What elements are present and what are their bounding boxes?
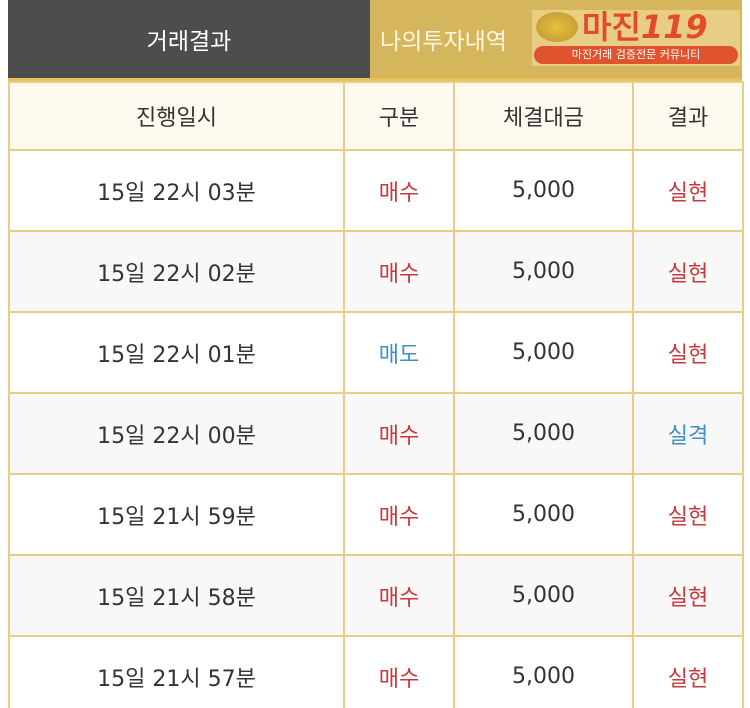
- table-row: 15일 22시 02분 매수 5,000 실현: [8, 230, 744, 313]
- cell-datetime: 15일 22시 01분: [8, 311, 345, 394]
- cell-type: 매수: [343, 149, 455, 232]
- cell-result: 실격: [632, 392, 744, 475]
- cell-amount: 5,000: [453, 230, 634, 313]
- cell-type: 매수: [343, 473, 455, 556]
- trade-results-table: 진행일시 구분 체결대금 결과 15일 22시 03분 매수 5,000 실현 15일 …: [8, 81, 744, 708]
- cell-amount: 5,000: [453, 554, 634, 637]
- cell-amount: 5,000: [453, 311, 634, 394]
- tab-trade-results[interactable]: 거래결과: [8, 0, 370, 78]
- cell-datetime: 15일 21시 58분: [8, 554, 345, 637]
- cell-type: 매수: [343, 635, 455, 708]
- table-row: 15일 22시 01분 매도 5,000 실현: [8, 311, 744, 394]
- table-row: 15일 21시 58분 매수 5,000 실현: [8, 554, 744, 637]
- cell-result: 실현: [632, 554, 744, 637]
- cell-amount: 5,000: [453, 149, 634, 232]
- cell-result: 실현: [632, 311, 744, 394]
- tab-underline: [8, 78, 742, 81]
- table-row: 15일 22시 00분 매수 5,000 실격: [8, 392, 744, 475]
- watermark-title: 마진119: [582, 8, 708, 46]
- cell-datetime: 15일 22시 00분: [8, 392, 345, 475]
- cell-result: 실현: [632, 230, 744, 313]
- cell-type: 매수: [343, 230, 455, 313]
- header-type: 구분: [343, 81, 455, 151]
- header-datetime: 진행일시: [8, 81, 345, 151]
- table-row: 15일 22시 03분 매수 5,000 실현: [8, 149, 744, 232]
- cell-result: 실현: [632, 473, 744, 556]
- cell-amount: 5,000: [453, 635, 634, 708]
- cell-amount: 5,000: [453, 392, 634, 475]
- table-row: 15일 21시 57분 매수 5,000 실현: [8, 635, 744, 708]
- cell-datetime: 15일 21시 59분: [8, 473, 345, 556]
- cell-result: 실현: [632, 635, 744, 708]
- cell-datetime: 15일 22시 03분: [8, 149, 345, 232]
- emblem-icon: [536, 12, 578, 42]
- header-result: 결과: [632, 81, 744, 151]
- cell-result: 실현: [632, 149, 744, 232]
- watermark-logo: 마진119 마진거래 검증전문 커뮤니티: [532, 10, 740, 66]
- cell-type: 매수: [343, 554, 455, 637]
- cell-type: 매수: [343, 392, 455, 475]
- header-amount: 체결대금: [453, 81, 634, 151]
- cell-datetime: 15일 22시 02분: [8, 230, 345, 313]
- cell-datetime: 15일 21시 57분: [8, 635, 345, 708]
- cell-amount: 5,000: [453, 473, 634, 556]
- table-row: 15일 21시 59분 매수 5,000 실현: [8, 473, 744, 556]
- watermark-subtitle: 마진거래 검증전문 커뮤니티: [534, 46, 738, 64]
- table-header-row: 진행일시 구분 체결대금 결과: [8, 81, 744, 151]
- cell-type: 매도: [343, 311, 455, 394]
